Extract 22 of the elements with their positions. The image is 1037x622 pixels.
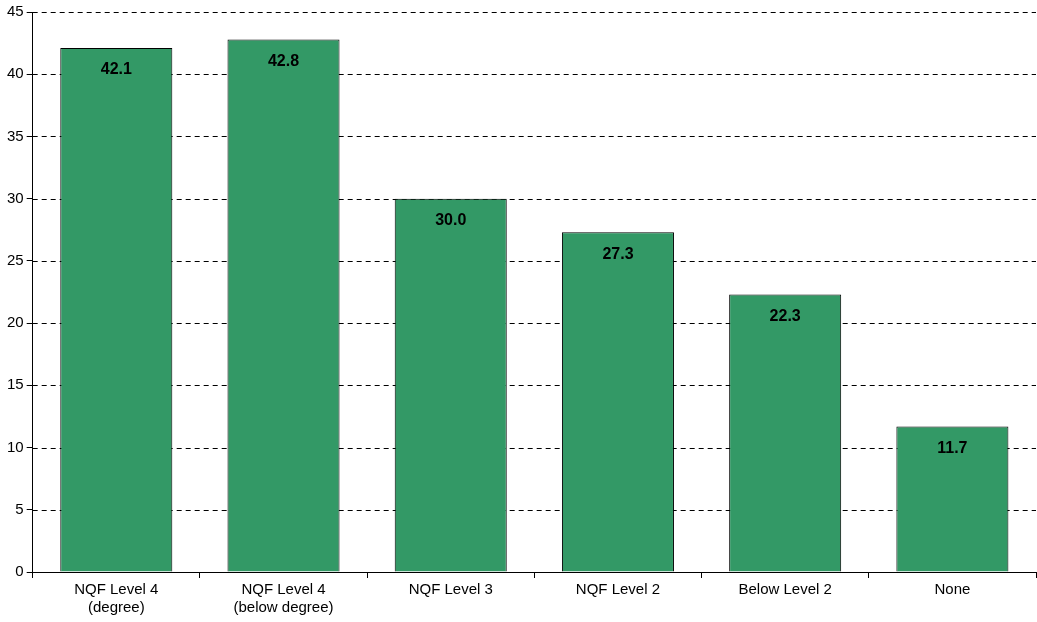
x-tick-label: None: [934, 580, 971, 598]
y-tick-label: 45: [7, 2, 24, 20]
data-label: 30.0: [435, 211, 467, 229]
x-tick-label: NQF Level 3: [408, 580, 493, 598]
y-tick-label: 25: [7, 251, 24, 269]
data-label: 42.8: [267, 51, 300, 69]
y-tick-label: 15: [7, 375, 24, 393]
data-label: 11.7: [937, 438, 968, 456]
y-tick-label: 40: [7, 64, 24, 82]
y-tick-label: 5: [15, 499, 24, 517]
data-label: 22.3: [769, 306, 801, 324]
y-tick-label: 35: [7, 126, 24, 144]
y-tick-label: 0: [15, 562, 24, 580]
y-tick-label: 20: [7, 313, 24, 331]
x-tick-label: Below Level 2: [738, 580, 832, 598]
data-label: 27.3: [602, 244, 634, 262]
x-tick-label: NQF Level 2: [575, 580, 661, 598]
y-tick-label: 30: [7, 188, 24, 206]
x-tick-label: NQF Level 4 (degree): [74, 580, 159, 616]
y-tick-label: 10: [7, 437, 24, 455]
x-tick-label: NQF Level 4 (below degree): [233, 580, 334, 616]
data-label: 42.1: [100, 60, 132, 78]
